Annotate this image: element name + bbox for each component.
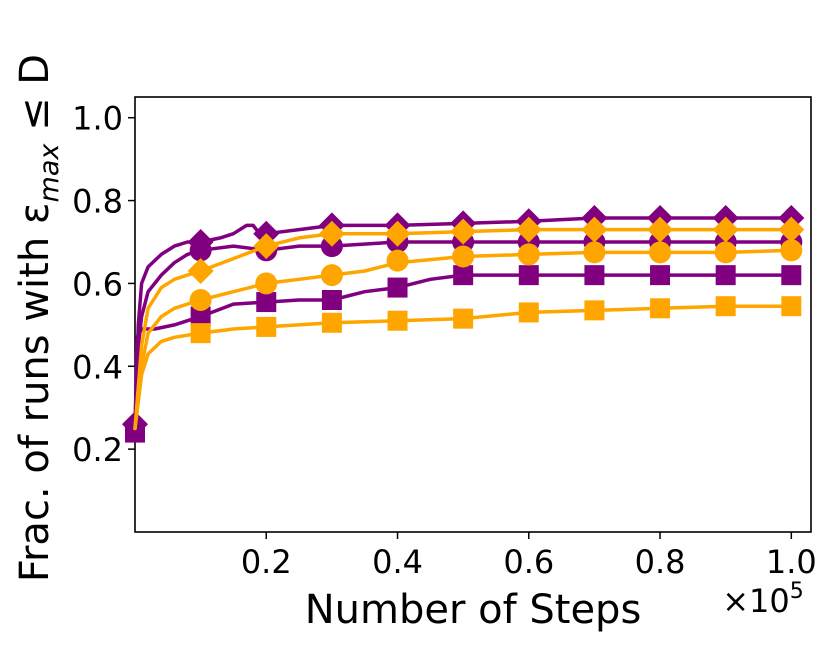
data-point-diamond	[187, 258, 214, 284]
x-tick-label: 0.8	[635, 543, 686, 581]
x-axis: 0.2 0.4 0.6 0.8 1.0	[241, 532, 817, 581]
y-axis-label: Frac. of runs with εmax ≤ D	[12, 54, 65, 582]
x-tick-label: 0.4	[372, 543, 423, 581]
data-point-square	[715, 265, 736, 286]
data-point-diamond	[581, 216, 608, 243]
x-tick-label: 0.6	[503, 543, 554, 581]
data-point-square	[453, 308, 474, 329]
x-axis-multiplier-base: ×10	[722, 582, 790, 620]
series-line	[133, 273, 794, 435]
data-point-circle	[189, 239, 212, 262]
series-line	[133, 216, 794, 427]
data-point-circle	[255, 272, 278, 295]
y-axis: 0.2 0.4 0.6 0.8 1.0	[72, 100, 135, 469]
data-point-square	[584, 265, 605, 286]
y-tick-label: 0.4	[72, 348, 123, 386]
data-point-square	[125, 422, 145, 443]
data-point-circle	[320, 264, 343, 287]
data-point-diamond	[647, 216, 674, 243]
series-5	[133, 239, 803, 431]
y-axis-label-prefix: Frac. of runs with ε	[12, 202, 58, 582]
y-tick-label: 0.6	[72, 265, 123, 303]
y-axis-label-subscript: max	[34, 143, 65, 203]
data-point-square	[584, 300, 605, 321]
y-tick-label: 0.2	[72, 431, 123, 469]
data-point-circle	[714, 241, 737, 264]
data-point-square	[518, 265, 539, 286]
data-point-diamond	[384, 220, 411, 247]
plot-area: 0.2 0.4 0.6 0.8 1.0 0.2 0.4 0.6 0.8 1.0	[72, 96, 817, 581]
data-point-diamond	[450, 218, 477, 245]
data-point-square	[190, 306, 211, 327]
plot-frame	[134, 96, 812, 533]
data-point-square	[781, 296, 802, 317]
data-point-square	[650, 265, 671, 286]
x-axis-multiplier: ×105	[722, 579, 804, 620]
data-point-diamond	[712, 216, 739, 243]
x-axis-multiplier-exponent: 5	[790, 579, 804, 604]
data-point-square	[518, 302, 539, 323]
data-point-diamond	[778, 216, 805, 243]
data-point-circle	[386, 249, 409, 272]
data-point-square	[321, 290, 342, 310]
data-point-circle	[452, 245, 475, 268]
data-point-square	[256, 292, 277, 313]
data-point-diamond	[253, 233, 280, 260]
data-point-square	[781, 265, 802, 286]
data-point-square	[387, 310, 408, 331]
series-4	[133, 216, 805, 431]
y-tick-label: 1.0	[72, 100, 123, 138]
x-tick-label: 1.0	[766, 543, 817, 581]
data-point-square	[453, 265, 474, 286]
data-point-circle	[517, 243, 540, 266]
series-layer	[122, 204, 805, 443]
data-point-circle	[189, 289, 212, 311]
data-point-diamond	[318, 220, 345, 247]
data-point-square	[650, 298, 671, 319]
data-point-circle	[649, 241, 672, 264]
data-point-square	[715, 296, 736, 317]
data-point-square	[256, 316, 277, 337]
data-point-square	[190, 323, 211, 344]
data-point-circle	[583, 241, 606, 264]
y-tick-label: 0.8	[72, 183, 123, 221]
x-tick-label: 0.2	[241, 543, 292, 581]
data-point-square	[321, 312, 342, 333]
x-axis-label: Number of Steps	[305, 587, 642, 633]
y-axis-label-suffix: ≤ D	[12, 54, 58, 144]
series-3	[125, 265, 802, 443]
series-6	[133, 296, 802, 431]
data-point-diamond	[515, 216, 542, 243]
data-point-square	[387, 277, 408, 298]
data-point-circle	[780, 239, 803, 262]
